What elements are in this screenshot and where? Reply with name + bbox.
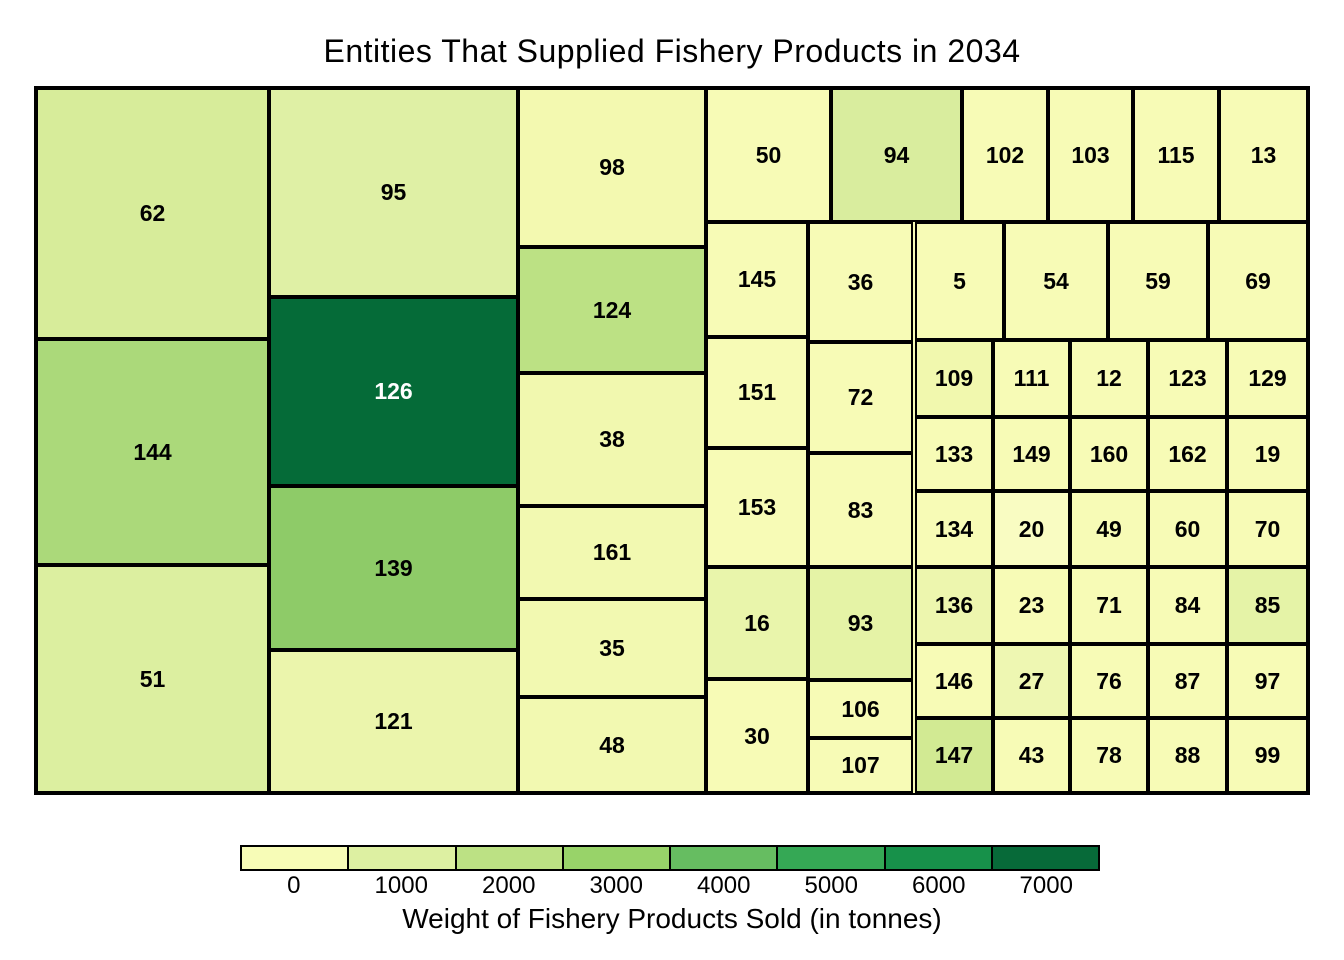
treemap-cell-121: 121 — [269, 650, 518, 793]
treemap-cell-103: 103 — [1048, 88, 1133, 222]
treemap-cell-19: 19 — [1227, 417, 1308, 491]
legend-tick-2000: 2000 — [482, 872, 536, 899]
treemap-cell-59: 59 — [1108, 222, 1208, 340]
treemap-cell-149: 149 — [993, 417, 1070, 491]
treemap-cell-62: 62 — [36, 88, 269, 339]
treemap-cell-49: 49 — [1070, 491, 1148, 567]
legend-tick-5000: 5000 — [804, 872, 858, 899]
treemap-cell-107: 107 — [808, 738, 913, 793]
legend-title: Weight of Fishery Products Sold (in tonn… — [402, 903, 942, 934]
legend-swatch-6000 — [883, 845, 993, 871]
legend-tick-4000: 4000 — [697, 872, 751, 899]
treemap-cell-161: 161 — [518, 506, 706, 599]
treemap-cell-93: 93 — [808, 567, 913, 680]
treemap-cell-76: 76 — [1070, 644, 1148, 718]
treemap-cell-16: 16 — [706, 567, 808, 679]
treemap-cell-151: 151 — [706, 337, 808, 448]
treemap-cell-139: 139 — [269, 486, 518, 650]
legend-swatch-0 — [240, 845, 350, 871]
treemap-cell-43: 43 — [993, 718, 1070, 793]
treemap-cell-85: 85 — [1227, 567, 1308, 644]
treemap-cell-48: 48 — [518, 697, 706, 793]
legend-tick-labels: 0 1000 2000 3000 4000 5000 6000 7000 — [240, 872, 1100, 900]
treemap-cell-78: 78 — [1070, 718, 1148, 793]
treemap-cell-98: 98 — [518, 88, 706, 247]
treemap-cell-136: 136 — [915, 567, 993, 644]
treemap-cell-84: 84 — [1148, 567, 1227, 644]
treemap-cell-30: 30 — [706, 679, 808, 793]
treemap-cell-97: 97 — [1227, 644, 1308, 718]
treemap-cell-102: 102 — [962, 88, 1048, 222]
treemap-cell-36: 36 — [808, 222, 913, 342]
treemap-cell-99: 99 — [1227, 718, 1308, 793]
treemap-cell-23: 23 — [993, 567, 1070, 644]
treemap-cell-133: 133 — [915, 417, 993, 491]
legend-tick-1000: 1000 — [374, 872, 428, 899]
treemap-cell-51: 51 — [36, 565, 269, 793]
legend-tick-6000: 6000 — [912, 872, 966, 899]
legend-swatch-5000 — [776, 845, 886, 871]
treemap-cell-38: 38 — [518, 373, 706, 506]
treemap-cell-146: 146 — [915, 644, 993, 718]
legend-tick-7000: 7000 — [1019, 872, 1073, 899]
treemap-cell-5: 5 — [915, 222, 1004, 340]
legend-swatch-1000 — [347, 845, 457, 871]
treemap-cell-115: 115 — [1133, 88, 1219, 222]
legend-bar — [240, 845, 1100, 871]
treemap: 62 144 51 95 126 139 121 98 124 38 161 35 48 50 94 102 1… — [34, 86, 1310, 795]
legend-swatch-7000 — [990, 845, 1100, 871]
treemap-cell-60: 60 — [1148, 491, 1227, 567]
treemap-cell-54: 54 — [1004, 222, 1108, 340]
treemap-cell-87: 87 — [1148, 644, 1227, 718]
treemap-cell-27: 27 — [993, 644, 1070, 718]
treemap-cell-20: 20 — [993, 491, 1070, 567]
treemap-cell-70: 70 — [1227, 491, 1308, 567]
treemap-cell-109: 109 — [915, 340, 993, 417]
treemap-cell-95: 95 — [269, 88, 518, 297]
treemap-cell-72: 72 — [808, 342, 913, 453]
treemap-cell-153: 153 — [706, 448, 808, 567]
treemap-cell-124: 124 — [518, 247, 706, 373]
legend-tick-3000: 3000 — [589, 872, 643, 899]
chart-title: Entities That Supplied Fishery Products … — [323, 33, 1021, 69]
treemap-cell-94: 94 — [831, 88, 962, 222]
treemap-cell-134: 134 — [915, 491, 993, 567]
treemap-cell-111: 111 — [993, 340, 1070, 417]
treemap-cell-83: 83 — [808, 453, 913, 567]
treemap-cell-126: 126 — [269, 297, 518, 486]
treemap-cell-50: 50 — [706, 88, 831, 222]
legend-swatch-4000 — [669, 845, 779, 871]
treemap-cell-145: 145 — [706, 222, 808, 337]
legend-tick-0: 0 — [287, 872, 301, 899]
treemap-cell-129: 129 — [1227, 340, 1308, 417]
treemap-cell-162: 162 — [1148, 417, 1227, 491]
treemap-cell-13: 13 — [1219, 88, 1308, 222]
treemap-cell-160: 160 — [1070, 417, 1148, 491]
treemap-cell-123: 123 — [1148, 340, 1227, 417]
treemap-cell-69: 69 — [1208, 222, 1308, 340]
legend-swatch-2000 — [454, 845, 564, 871]
legend-swatch-3000 — [561, 845, 671, 871]
treemap-cell-71: 71 — [1070, 567, 1148, 644]
treemap-cell-147: 147 — [915, 718, 993, 793]
treemap-cell-35: 35 — [518, 599, 706, 697]
treemap-cell-88: 88 — [1148, 718, 1227, 793]
treemap-cell-12: 12 — [1070, 340, 1148, 417]
treemap-cell-106: 106 — [808, 680, 913, 738]
treemap-cell-144: 144 — [36, 339, 269, 565]
